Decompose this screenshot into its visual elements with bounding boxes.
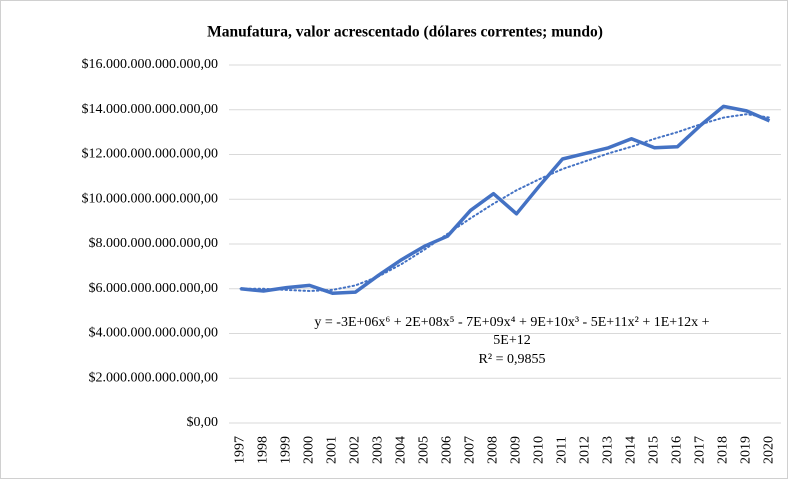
y-tick-label: $10.000.000.000.000,00 (82, 191, 219, 206)
x-tick-label: 2014 (624, 436, 639, 464)
x-tick-label: 2008 (486, 436, 501, 464)
y-tick-label: $14.000.000.000.000,00 (82, 102, 219, 117)
x-tick-label: 2006 (440, 436, 455, 464)
trendline (239, 113, 771, 293)
x-tick-label: 2005 (417, 436, 432, 464)
line-series (240, 104, 771, 295)
trendline-equation: y = -3E+06x⁶ + 2E+08x⁵ - 7E+09x⁴ + 9E+10… (314, 315, 709, 330)
chart-title: Manufatura, valor acrescentado (dólares … (207, 24, 603, 41)
x-tick-label: 1999 (279, 436, 294, 464)
trendline-equation: 5E+12 (493, 333, 530, 348)
x-tick-label: 2002 (348, 436, 363, 464)
x-tick-label: 2016 (670, 436, 685, 464)
x-tick-label: 2012 (578, 436, 593, 464)
y-tick-label: $0,00 (187, 415, 219, 430)
trendline-r-squared: R² = 0,9855 (479, 352, 546, 367)
x-tick-label: 1998 (256, 436, 271, 464)
y-tick-label: $8.000.000.000.000,00 (89, 236, 219, 251)
y-tick-label: $12.000.000.000.000,00 (82, 147, 219, 162)
x-tick-label: 1997 (233, 436, 248, 464)
x-tick-label: 2003 (371, 436, 386, 464)
y-tick-label: $6.000.000.000.000,00 (89, 281, 219, 296)
x-tick-label: 2015 (647, 436, 662, 464)
x-tick-label: 2007 (463, 436, 478, 464)
y-tick-label: $16.000.000.000.000,00 (82, 57, 219, 72)
x-tick-label: 2009 (509, 436, 524, 464)
x-tick-label: 2019 (739, 436, 754, 464)
x-tick-label: 2010 (532, 436, 547, 464)
x-tick-label: 2018 (716, 436, 731, 464)
y-tick-label: $4.000.000.000.000,00 (89, 326, 219, 341)
x-tick-label: 2013 (601, 436, 616, 464)
y-tick-label: $2.000.000.000.000,00 (89, 370, 219, 385)
x-tick-label: 2001 (325, 436, 340, 464)
x-tick-label: 2000 (302, 436, 317, 464)
x-tick-label: 2017 (693, 436, 708, 464)
x-tick-label: 2011 (555, 436, 570, 463)
x-tick-label: 2020 (762, 436, 777, 464)
x-tick-label: 2004 (394, 436, 409, 464)
